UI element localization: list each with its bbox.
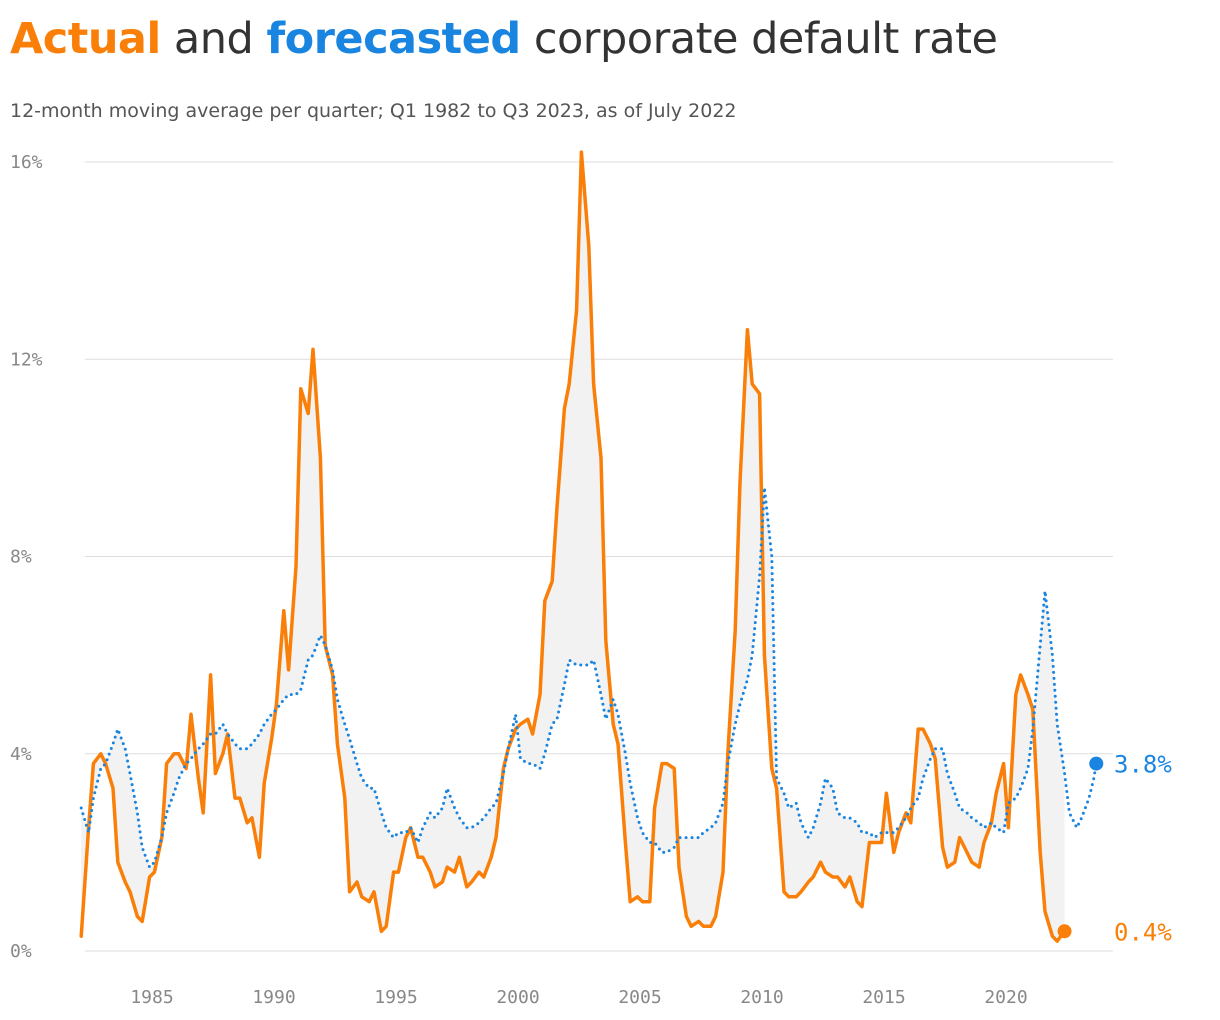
end-labels: 3.8% 0.4% [1057, 751, 1172, 946]
y-tick-label: 8% [10, 547, 32, 568]
series-line-forecast [79, 487, 1098, 870]
title-and-word: and [173, 14, 254, 64]
y-tick-label: 12% [10, 349, 43, 370]
series-lines [79, 150, 1098, 943]
chart-subtitle: 12-month moving average per quarter; Q1 … [10, 100, 737, 122]
chart-title: Actual and forecasted corporate default … [10, 14, 998, 64]
x-tick-label: 2010 [740, 987, 783, 1008]
axis-tick-labels: 0% 4% 8% 12% 16% 1985 1990 1995 2000 2005 2010 2015… [10, 152, 1028, 1008]
gap-fill [81, 152, 1065, 942]
forecast-end-label: 3.8% [1114, 751, 1172, 779]
x-tick-label: 2015 [862, 987, 905, 1008]
gap-fill-area [81, 152, 1065, 942]
forecast-end-marker [1089, 756, 1104, 771]
actual-end-marker [1057, 924, 1072, 939]
actual-end-label: 0.4% [1114, 918, 1172, 946]
x-tick-label: 2005 [618, 987, 661, 1008]
y-tick-label: 0% [10, 941, 32, 962]
y-tick-label: 4% [10, 744, 32, 765]
x-tick-label: 1985 [130, 987, 173, 1008]
x-tick-label: 1995 [374, 987, 417, 1008]
title-rest: corporate default rate [533, 14, 998, 64]
title-forecast-word: forecasted [266, 14, 521, 64]
series-line-actual [79, 150, 1067, 943]
x-tick-label: 2000 [496, 987, 539, 1008]
y-tick-label: 16% [10, 152, 43, 173]
title-actual-word: Actual [10, 14, 161, 64]
x-tick-label: 2020 [984, 987, 1027, 1008]
x-tick-label: 1990 [252, 987, 295, 1008]
